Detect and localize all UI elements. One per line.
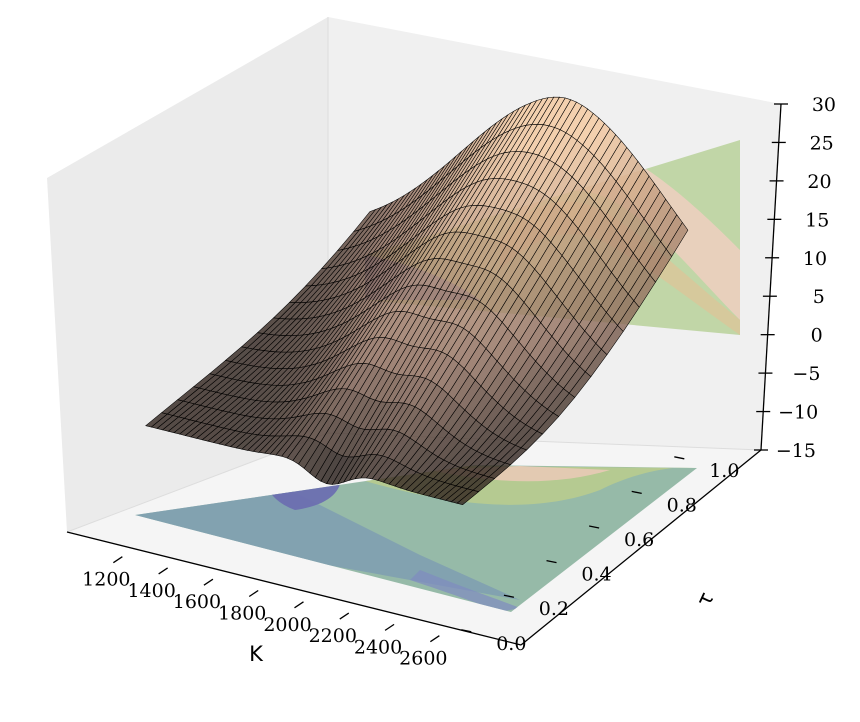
x-axis-title: K xyxy=(249,642,264,666)
z-tick-label: −15 xyxy=(776,440,816,462)
y-tick xyxy=(631,490,642,495)
y-tick xyxy=(674,456,685,460)
y-tick-label: 0.2 xyxy=(539,598,569,620)
x-tick xyxy=(384,623,395,631)
x-tick-label: 2200 xyxy=(309,625,357,647)
surface-patch xyxy=(456,489,480,505)
y-tick-label: 1.0 xyxy=(709,460,739,482)
y-tick xyxy=(461,629,472,633)
y-tick xyxy=(546,559,557,564)
x-tick-label: 2000 xyxy=(263,614,311,636)
x-tick-label: 1600 xyxy=(173,591,221,613)
z-tick-label: 20 xyxy=(807,171,831,193)
x-tick-label: 1200 xyxy=(82,569,130,591)
z-tick-label: 0 xyxy=(811,325,823,347)
y-tick xyxy=(503,594,515,598)
z-tick-label: 15 xyxy=(805,209,829,231)
x-tick-label: 2400 xyxy=(354,636,402,658)
x-tick xyxy=(339,612,350,620)
x-tick xyxy=(203,578,214,586)
x-axis-line xyxy=(66,531,522,646)
axis-lines xyxy=(66,103,782,646)
x-tick xyxy=(112,556,123,564)
z-tick-label: 30 xyxy=(812,94,836,116)
surface-mesh xyxy=(145,96,689,505)
x-tick-label: 1400 xyxy=(127,580,175,602)
y-tick-label: 0.8 xyxy=(667,494,697,516)
x-tick-label: 1800 xyxy=(218,603,266,625)
y-tick xyxy=(588,525,600,529)
y-axis-title: τ xyxy=(692,588,719,610)
y-tick-label: 0.4 xyxy=(581,564,611,586)
floor-contour-stripe xyxy=(410,570,520,612)
z-tick-label: −5 xyxy=(792,363,820,385)
y-tick-label: 0.0 xyxy=(496,633,526,655)
y-tick-label: 0.6 xyxy=(624,529,654,551)
z-tick-label: 5 xyxy=(813,286,825,308)
z-tick-label: 25 xyxy=(810,132,834,154)
x-tick xyxy=(429,635,440,643)
x-tick xyxy=(294,601,304,609)
z-tick-label: 10 xyxy=(803,248,827,270)
y-axis-line xyxy=(520,449,762,646)
x-tick xyxy=(158,567,168,575)
x-tick-label: 2600 xyxy=(399,648,447,670)
z-tick-label: −10 xyxy=(778,402,818,424)
x-tick xyxy=(248,589,259,598)
z-axis-line xyxy=(760,103,782,451)
